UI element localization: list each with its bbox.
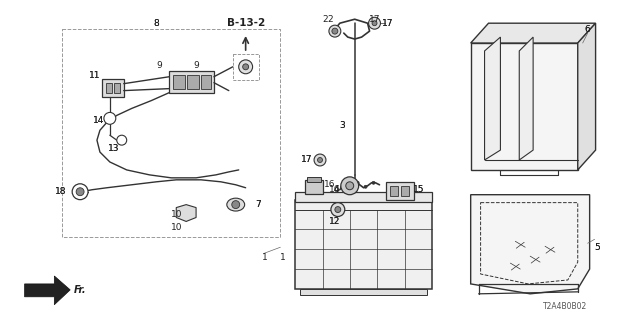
Bar [295,200,432,289]
Text: 11: 11 [89,71,100,80]
Bar [201,75,211,89]
Bar [387,182,414,200]
Bar [233,54,259,80]
Polygon shape [484,37,500,160]
Text: 5: 5 [595,243,600,252]
Text: 12: 12 [329,217,340,226]
Circle shape [72,184,88,200]
Text: 13: 13 [108,144,120,153]
Text: 11: 11 [89,71,100,80]
Bar [173,75,185,89]
Text: 18: 18 [54,187,66,196]
Circle shape [332,28,338,34]
Text: 4: 4 [334,185,340,194]
Circle shape [335,207,341,212]
Polygon shape [470,43,578,170]
Text: 8: 8 [154,19,159,28]
Text: 14: 14 [93,116,104,125]
Text: 17: 17 [381,19,393,28]
Bar [102,79,124,97]
Text: 7: 7 [255,200,261,209]
Text: 7: 7 [255,200,261,209]
Bar [390,186,398,196]
Text: 17: 17 [301,156,313,164]
Text: 15: 15 [413,185,425,194]
Circle shape [116,135,127,145]
Bar [62,29,280,237]
Text: 13: 13 [108,144,120,153]
Bar [305,180,323,194]
Text: 1: 1 [262,253,268,262]
Circle shape [76,188,84,196]
Polygon shape [176,204,196,221]
Polygon shape [470,23,596,43]
Ellipse shape [227,198,244,211]
Text: 3: 3 [339,121,345,130]
Text: 10: 10 [170,210,182,219]
Text: 17: 17 [381,19,393,28]
Text: 14: 14 [93,116,104,125]
Text: 5: 5 [595,243,600,252]
Text: 2: 2 [327,15,333,24]
Text: 9: 9 [193,61,199,70]
Bar [307,177,321,182]
Bar [295,192,432,202]
Bar [106,83,112,92]
Bar [114,83,120,92]
Polygon shape [578,23,596,170]
Circle shape [104,112,116,124]
Circle shape [331,203,345,217]
Text: 6: 6 [585,25,591,34]
Circle shape [348,178,351,181]
Polygon shape [24,276,70,305]
Text: 15: 15 [413,185,425,194]
Bar [187,75,199,89]
Text: 16: 16 [324,180,335,189]
Polygon shape [470,195,589,294]
Text: 10: 10 [170,223,182,232]
Bar [401,186,409,196]
Text: 16: 16 [329,185,340,194]
Circle shape [232,201,240,209]
Circle shape [317,157,323,163]
Circle shape [346,182,354,190]
Text: 3: 3 [339,121,345,130]
Bar [170,71,214,92]
Circle shape [341,177,358,195]
Bar [300,289,427,295]
Text: 18: 18 [54,187,66,196]
Circle shape [356,181,359,184]
Text: 6: 6 [585,25,591,34]
Circle shape [314,154,326,166]
Text: 4: 4 [334,185,340,194]
Circle shape [329,25,341,37]
Text: B-13-2: B-13-2 [227,18,265,28]
Circle shape [369,17,380,29]
Polygon shape [519,37,533,160]
Text: 8: 8 [154,19,159,28]
Circle shape [243,64,248,70]
Circle shape [364,185,367,188]
Text: 2: 2 [322,15,328,24]
Text: Fr.: Fr. [74,285,86,295]
Text: T2A4B0B02: T2A4B0B02 [543,302,588,311]
Text: 17: 17 [369,15,380,24]
Text: 12: 12 [329,217,340,226]
Circle shape [239,60,253,74]
Circle shape [372,21,377,26]
Circle shape [340,186,343,189]
Circle shape [372,181,375,184]
Text: 1: 1 [280,253,285,262]
Text: 9: 9 [157,61,163,70]
Text: 17: 17 [301,156,313,164]
